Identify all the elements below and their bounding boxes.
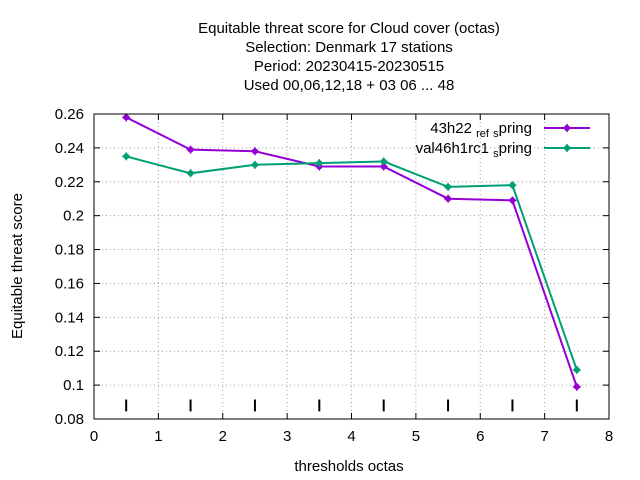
series-1: [122, 113, 581, 391]
data-point: [379, 157, 388, 166]
data-point: [563, 144, 571, 152]
data-point: [186, 145, 195, 154]
data-point: [572, 382, 581, 391]
legend-label: val46h1rc1 spring: [416, 140, 532, 160]
data-point: [508, 196, 517, 205]
x-tick-label: 7: [540, 428, 548, 445]
legend-label: 43h22 ref spring: [430, 120, 532, 140]
legend-item-1: 43h22 ref spring: [430, 120, 590, 140]
data-point: [563, 124, 571, 132]
data-point: [572, 365, 581, 374]
title-line-3: Period: 20230415-20230515: [254, 58, 444, 75]
axis-ticks: 0.08 0.1 0.12 0.14 0.16 0.18 0.2 0.22 0.24 0.26 0 1…: [55, 106, 613, 445]
x-tick-label: 1: [154, 428, 162, 445]
y-axis-label: Equitable threat score: [9, 193, 26, 339]
x-tick-label: 3: [283, 428, 291, 445]
data-point: [315, 159, 324, 168]
legend-item-2: val46h1rc1 spring: [416, 140, 590, 160]
data-point: [444, 194, 453, 203]
y-tick-label: 0.22: [55, 174, 84, 191]
x-axis-label: thresholds octas: [294, 458, 403, 475]
y-tick-label: 0.2: [63, 208, 84, 225]
data-point: [444, 182, 453, 191]
data-point: [250, 160, 259, 169]
threshold-markers: [125, 399, 578, 412]
grid-lines: [94, 114, 609, 419]
y-tick-label: 0.1: [63, 377, 84, 394]
x-tick-label: 6: [476, 428, 484, 445]
series-line: [125, 116, 578, 388]
data-point: [508, 181, 517, 190]
title-line-2: Selection: Denmark 17 stations: [245, 39, 453, 56]
data-point: [122, 152, 131, 161]
y-tick-label: 0.18: [55, 242, 84, 259]
data-point: [250, 147, 259, 156]
x-tick-label: 8: [605, 428, 613, 445]
chart-title: Equitable threat score for Cloud cover (…: [198, 20, 500, 94]
x-tick-label: 0: [90, 428, 98, 445]
data-point: [122, 113, 131, 122]
x-tick-label: 4: [347, 428, 355, 445]
series-group: [122, 113, 581, 391]
title-line-1: Equitable threat score for Cloud cover (…: [198, 20, 500, 37]
y-tick-label: 0.16: [55, 275, 84, 292]
y-tick-label: 0.26: [55, 106, 84, 123]
y-tick-label: 0.08: [55, 411, 84, 428]
title-line-4: Used 00,06,12,18 + 03 06 ... 48: [244, 77, 455, 94]
series-2: [122, 152, 581, 374]
y-tick-label: 0.12: [55, 343, 84, 360]
x-tick-label: 5: [412, 428, 420, 445]
y-tick-label: 0.24: [55, 140, 84, 157]
series-line: [125, 155, 578, 371]
y-tick-label: 0.14: [55, 309, 84, 326]
data-point: [186, 169, 195, 178]
x-tick-label: 2: [219, 428, 227, 445]
plot-frame: [93, 113, 610, 420]
